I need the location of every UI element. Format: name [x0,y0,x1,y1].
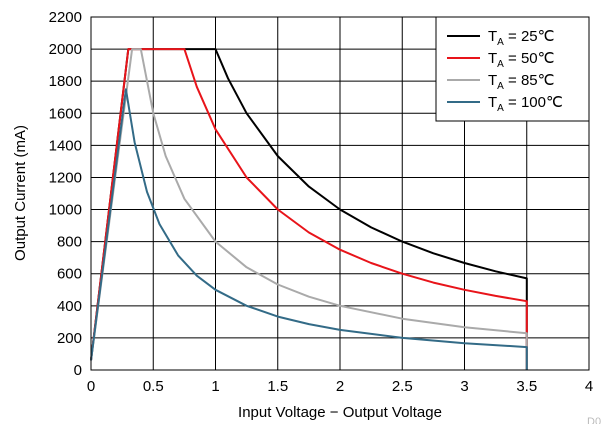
y-tick-label: 200 [57,330,82,347]
x-tick-label: 3 [460,378,468,395]
x-axis-title: Input Voltage − Output Voltage [238,404,442,421]
x-tick-label: 2 [336,378,344,395]
series-lines [90,48,528,370]
corner-tag: D0 [587,416,601,424]
y-tick-label: 400 [57,298,82,315]
legend-label-4: TA = 100℃ [488,94,563,114]
series-line-4 [90,88,528,370]
x-tick-label: 0.5 [143,378,164,395]
legend-box [435,16,590,122]
plot-frame [90,16,590,371]
x-tick-label: 3.5 [516,378,537,395]
y-axis-title: Output Current (mA) [12,125,29,261]
y-tick-label: 0 [74,362,82,379]
legend-label-1: TA = 25℃ [488,28,554,48]
x-tick-label: 1 [211,378,219,395]
x-tick-labels: 0 0.5 1 1.5 2 2.5 3 3.5 4 [87,378,593,395]
y-tick-label: 1600 [49,105,82,122]
y-tick-label: 600 [57,266,82,283]
x-tick-label: 0 [87,378,95,395]
legend-label-3: TA = 85℃ [488,72,554,92]
y-tick-label: 1200 [49,169,82,186]
x-tick-label: 1.5 [267,378,288,395]
y-tick-label: 1400 [49,137,82,154]
series-line-3 [90,48,528,370]
y-tick-labels: 0 200 400 600 800 1000 1200 1400 1600 1800 2000 220… [49,9,82,379]
x-tick-label: 2.5 [392,378,413,395]
legend-label-2: TA = 50℃ [488,50,554,70]
y-tick-label: 800 [57,234,82,251]
legend: TA = 25℃TA = 50℃TA = 85℃TA = 100℃ [435,16,590,122]
series-line-2 [90,48,528,370]
y-tick-label: 2200 [49,9,82,26]
y-tick-label: 1800 [49,73,82,90]
y-tick-label: 1000 [49,202,82,219]
x-tick-label: 4 [585,378,593,395]
y-tick-label: 2000 [49,41,82,58]
